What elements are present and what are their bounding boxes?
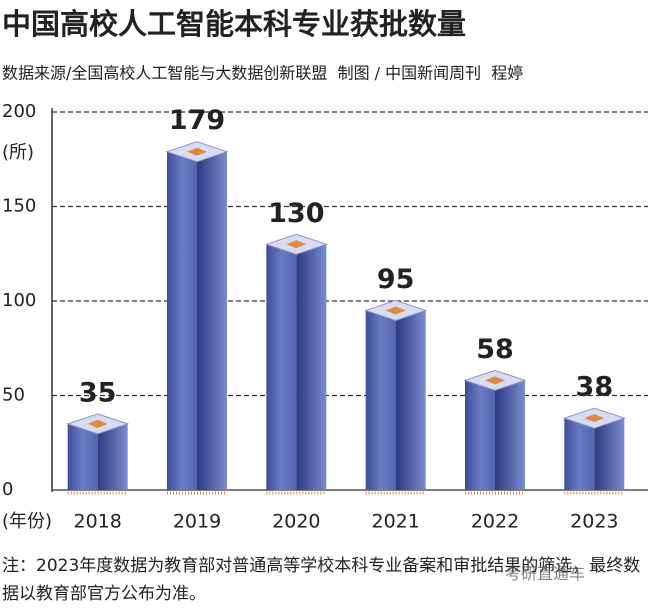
bar-side: [594, 418, 625, 490]
chart: 中国高校人工智能本科专业获批数量 数据来源/全国高校人工智能与大数据创新联盟 制…: [2, 7, 648, 533]
bar-chip: [187, 147, 207, 156]
bar-chip: [485, 376, 505, 385]
bar: [465, 380, 495, 490]
value-label: 58: [476, 334, 514, 365]
bar: [266, 244, 297, 490]
bar: [167, 151, 197, 490]
value-label: 179: [169, 105, 225, 136]
bar-side: [197, 151, 227, 490]
value-label: 130: [268, 198, 324, 229]
y-tick-label: 50: [2, 385, 25, 406]
bar-chip: [286, 240, 307, 249]
x-tick-label: 2019: [173, 511, 221, 533]
x-tick-label: 2022: [471, 511, 519, 533]
bar: [564, 418, 595, 490]
x-tick-label: 2020: [272, 511, 320, 533]
x-axis-label: (年份): [2, 511, 52, 532]
y-tick-label: 100: [2, 290, 36, 311]
chart-subtitle: 数据来源/全国高校人工智能与大数据创新联盟 制图 / 中国新闻周刊 程婷: [2, 64, 523, 83]
bar: [365, 310, 396, 490]
x-tick-label: 2023: [570, 511, 618, 533]
bar-side: [97, 423, 128, 490]
bar-side: [296, 244, 327, 490]
bar: [67, 423, 98, 490]
value-label: 35: [79, 377, 117, 408]
bar-side: [495, 380, 525, 490]
watermark: 考研直通车: [505, 564, 586, 583]
bar-chip: [87, 419, 108, 428]
y-axis-label: (所): [2, 142, 34, 163]
bar-chip: [584, 414, 605, 423]
x-tick-label: 2018: [73, 511, 121, 533]
value-label: 95: [377, 264, 415, 295]
chart-title: 中国高校人工智能本科专业获批数量: [2, 7, 466, 41]
value-label: 38: [576, 372, 614, 403]
x-tick-label: 2021: [371, 511, 419, 533]
y-tick-label: 0: [2, 479, 13, 500]
bar-chip: [385, 306, 406, 315]
y-tick-label: 200: [2, 101, 36, 122]
y-tick-label: 150: [2, 196, 36, 217]
bar-side: [395, 310, 426, 490]
note: 注：2023年度数据为教育部对普通高等学校本科专业备案和审批结果的筛选，最终数据…: [2, 556, 641, 604]
